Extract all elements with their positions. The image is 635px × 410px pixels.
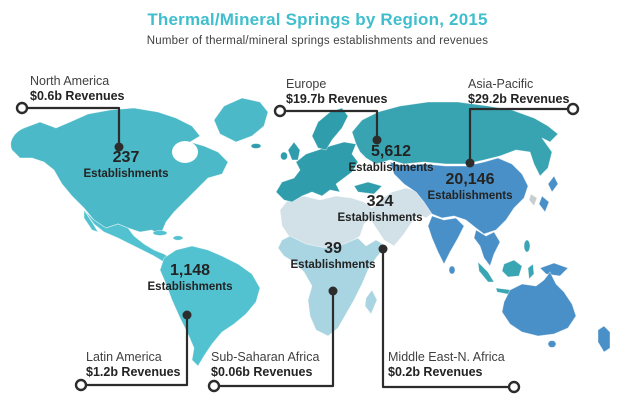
region-revenue: $0.2b Revenues	[388, 365, 483, 380]
region-shape-sumatra	[477, 261, 495, 283]
region-shape-philippines	[523, 239, 531, 253]
region-shape-japan-south	[538, 195, 550, 213]
establishments-north-america: 237 Establishments	[83, 149, 169, 181]
region-shape-korea	[528, 193, 538, 207]
region-shape-south-america	[159, 245, 261, 367]
region-name: Middle East-N. Africa	[388, 350, 505, 364]
establishments-label: Establishments	[290, 259, 376, 271]
leader-ring-middle-east	[507, 380, 521, 394]
leader-line-sub-saharan-africa	[219, 295, 335, 388]
establishments-label: Establishments	[147, 281, 233, 293]
region-shape-japan-north	[547, 175, 559, 193]
region-shape-indochina	[473, 229, 501, 267]
region-shape-iceland	[250, 143, 262, 149]
leader-line-asia-pacific	[468, 107, 569, 159]
establishments-latin-america: 1,148 Establishments	[147, 262, 233, 294]
establishments-count: 237	[112, 149, 140, 166]
establishments-europe: 5,612 Establishments	[348, 143, 434, 175]
region-shape-australia	[501, 271, 577, 337]
establishments-count: 1,148	[169, 262, 211, 279]
region-shape-greenland	[213, 97, 269, 143]
region-shape-india	[427, 215, 465, 265]
region-revenue: $0.06b Revenues	[211, 365, 313, 380]
establishments-middle-east-n-africa: 324 Establishments	[337, 193, 423, 225]
leader-line-europe	[284, 109, 379, 136]
region-shape-hispaniola	[172, 235, 184, 241]
leader-line-middle-east	[381, 253, 509, 389]
region-revenue: $0.6b Revenues	[30, 89, 125, 104]
establishments-label: Establishments	[83, 168, 169, 180]
leader-dot-latin-america	[182, 310, 192, 320]
callout-latin-america: Latin America $1.2b Revenues	[86, 350, 181, 380]
callout-sub-saharan-africa: Sub-Saharan Africa $0.06b Revenues	[211, 350, 319, 380]
region-shape-turkey	[353, 181, 383, 195]
region-name: Asia-Pacific	[468, 77, 534, 91]
region-shape-central-asia-china	[389, 157, 529, 235]
establishments-asia-pacific: 20,146 Establishments	[427, 171, 513, 203]
region-revenue: $29.2b Revenues	[468, 92, 570, 107]
region-shape-sri-lanka	[448, 265, 456, 275]
header: Thermal/Mineral Springs by Region, 2015 …	[0, 10, 635, 47]
region-shape-north-america	[10, 107, 229, 237]
leader-ring-europe	[273, 104, 287, 118]
annotation-layer	[15, 101, 580, 394]
region-revenue: $1.2b Revenues	[86, 365, 181, 380]
establishments-label: Establishments	[427, 190, 513, 202]
leader-line-latin-america	[86, 319, 189, 387]
hudson-bay	[172, 141, 198, 163]
region-shape-europe	[275, 141, 359, 203]
leader-dot-asia-pacific	[465, 158, 475, 168]
leader-dot-sub-saharan-africa	[328, 286, 338, 296]
leader-dot-middle-east	[378, 244, 388, 254]
establishments-count: 39	[324, 240, 342, 257]
callout-asia-pacific: Asia-Pacific $29.2b Revenues	[468, 77, 569, 107]
region-revenue: $19.7b Revenues	[286, 92, 388, 107]
establishments-count: 324	[366, 193, 394, 210]
establishments-count: 20,146	[445, 171, 495, 188]
page-subtitle: Number of thermal/mineral springs establ…	[146, 35, 489, 47]
region-name: Latin America	[86, 350, 162, 364]
leader-ring-north-america	[15, 101, 29, 115]
region-shape-borneo	[501, 259, 523, 278]
region-shape-ireland	[280, 151, 288, 161]
region-shape-cuba	[152, 230, 168, 236]
region-shape-new-zealand	[597, 325, 611, 353]
region-shape-new-guinea	[539, 262, 569, 277]
region-shape-tasmania	[547, 340, 557, 348]
region-name: Europe	[286, 77, 327, 91]
page-title: Thermal/Mineral Springs by Region, 2015	[147, 10, 488, 29]
leader-ring-latin-america	[74, 378, 88, 392]
callout-north-america: North America $0.6b Revenues	[30, 74, 125, 104]
callout-middle-east-n-africa: Middle East-N. Africa $0.2b Revenues	[388, 350, 505, 380]
establishments-count: 5,612	[370, 143, 412, 160]
establishments-label: Establishments	[337, 212, 423, 224]
region-shape-madagascar	[364, 289, 378, 315]
region-shape-uk	[287, 141, 301, 161]
callout-europe: Europe $19.7b Revenues	[286, 77, 387, 107]
region-name: North America	[30, 74, 110, 88]
region-shape-russia	[351, 101, 559, 177]
leader-ring-sub-saharan-africa	[207, 379, 221, 393]
leader-line-north-america	[26, 106, 121, 143]
establishments-sub-saharan-africa: 39 Establishments	[290, 240, 376, 272]
region-shape-sub-saharan-africa	[277, 235, 387, 337]
region-name: Sub-Saharan Africa	[211, 350, 320, 364]
establishments-label: Establishments	[348, 162, 434, 174]
leader-dot-north-america	[114, 142, 124, 152]
leader-dot-europe	[372, 135, 382, 145]
region-shape-sulawesi	[527, 263, 535, 280]
leader-ring-asia-pacific	[566, 102, 580, 116]
